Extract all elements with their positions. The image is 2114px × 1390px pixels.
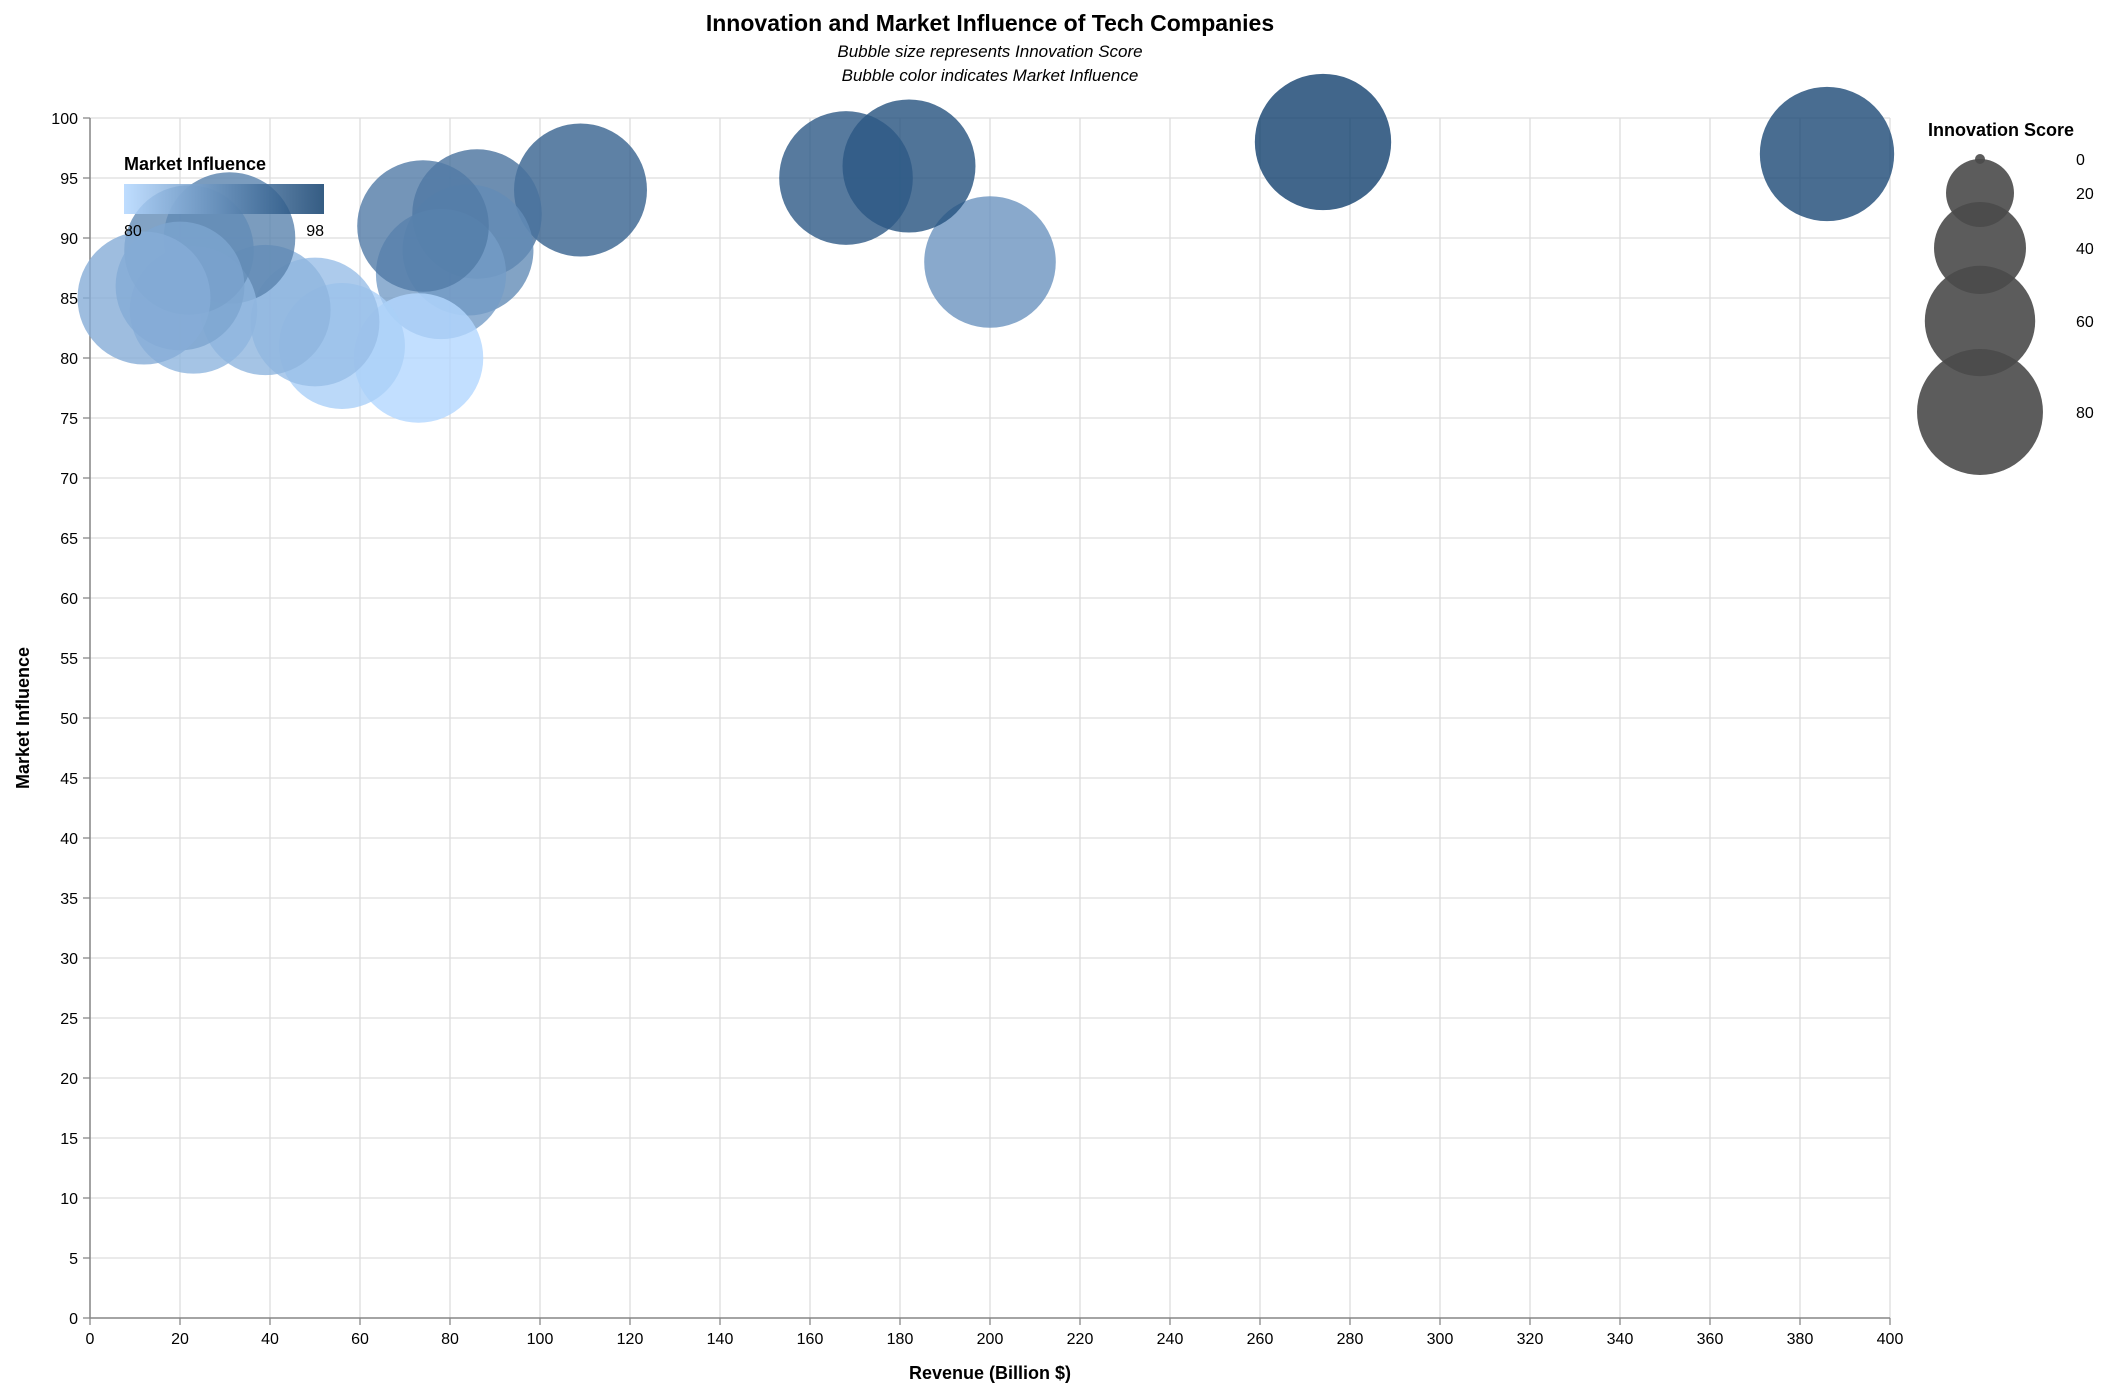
size-legend-label: 0 — [2076, 152, 2085, 169]
y-tick-label: 55 — [60, 651, 78, 668]
y-tick-label: 0 — [69, 1311, 78, 1328]
size-legend-label: 40 — [2076, 241, 2094, 258]
x-tick-label: 40 — [261, 1331, 279, 1348]
color-legend-title: Market Influence — [124, 154, 266, 174]
chart-title: Innovation and Market Influence of Tech … — [706, 10, 1274, 36]
y-tick-label: 50 — [60, 711, 78, 728]
x-tick-label: 240 — [1157, 1331, 1184, 1348]
size-legend-title: Innovation Score — [1928, 120, 2074, 140]
y-tick-label: 10 — [60, 1191, 78, 1208]
bubble — [1254, 73, 1392, 211]
bubble — [779, 111, 913, 245]
y-tick-label: 20 — [60, 1071, 78, 1088]
y-tick-label: 90 — [60, 231, 78, 248]
gridlines — [89, 117, 1891, 1319]
y-tick-label: 40 — [60, 831, 78, 848]
x-axis-ticks: 0 20 40 60 80 100 120 140 160 180 200 220 240 260 280 3… — [86, 1318, 1904, 1348]
x-tick-label: 20 — [171, 1331, 189, 1348]
size-legend-symbol — [1917, 349, 2043, 475]
color-legend: Market Influence 80 98 — [124, 154, 324, 240]
y-tick-label: 80 — [60, 351, 78, 368]
y-axis-title: Market Influence — [13, 647, 33, 789]
x-tick-label: 120 — [617, 1331, 644, 1348]
x-tick-label: 60 — [351, 1331, 369, 1348]
bubble — [357, 160, 489, 292]
x-axis-title: Revenue (Billion $) — [909, 1363, 1071, 1383]
chart-subtitle-color: Bubble color indicates Market Influence — [842, 66, 1139, 85]
y-tick-label: 25 — [60, 1011, 78, 1028]
x-tick-label: 400 — [1877, 1331, 1904, 1348]
size-legend: Innovation Score 0 20 40 60 80 — [1917, 120, 2094, 475]
x-tick-label: 220 — [1067, 1331, 1094, 1348]
y-tick-label: 85 — [60, 291, 78, 308]
x-tick-label: 0 — [86, 1331, 95, 1348]
size-legend-label: 20 — [2076, 186, 2094, 203]
x-tick-label: 180 — [887, 1331, 914, 1348]
x-tick-label: 340 — [1607, 1331, 1634, 1348]
x-tick-label: 300 — [1427, 1331, 1454, 1348]
color-legend-min-label: 80 — [124, 223, 142, 240]
x-tick-label: 320 — [1517, 1331, 1544, 1348]
x-tick-label: 260 — [1247, 1331, 1274, 1348]
y-tick-label: 95 — [60, 171, 78, 188]
y-tick-label: 70 — [60, 471, 78, 488]
bubble — [77, 231, 211, 365]
x-tick-label: 360 — [1697, 1331, 1724, 1348]
y-tick-label: 65 — [60, 531, 78, 548]
y-tick-label: 30 — [60, 951, 78, 968]
x-tick-label: 280 — [1337, 1331, 1364, 1348]
y-tick-label: 75 — [60, 411, 78, 428]
size-legend-label: 80 — [2076, 405, 2094, 422]
x-tick-label: 200 — [977, 1331, 1004, 1348]
bubbles — [77, 73, 1895, 423]
size-legend-label: 60 — [2076, 314, 2094, 331]
size-legend-symbol — [1924, 265, 2036, 377]
y-axis-ticks: 0 5 10 15 20 25 30 35 40 45 50 55 60 65 70 75 80 85 90 95 10… — [51, 111, 90, 1328]
y-tick-label: 100 — [51, 111, 78, 128]
bubble — [1759, 86, 1895, 222]
y-tick-label: 15 — [60, 1131, 78, 1148]
y-tick-label: 5 — [69, 1251, 78, 1268]
bubble — [514, 123, 647, 257]
x-tick-label: 160 — [797, 1331, 824, 1348]
y-tick-label: 60 — [60, 591, 78, 608]
chart-subtitle-size: Bubble size represents Innovation Score — [837, 42, 1142, 61]
y-tick-label: 35 — [60, 891, 78, 908]
y-tick-label: 45 — [60, 771, 78, 788]
x-tick-label: 80 — [441, 1331, 459, 1348]
color-legend-gradient — [124, 184, 324, 214]
x-tick-label: 380 — [1787, 1331, 1814, 1348]
x-tick-label: 100 — [527, 1331, 554, 1348]
color-legend-max-label: 98 — [306, 223, 324, 240]
bubble — [924, 196, 1056, 328]
x-tick-label: 140 — [707, 1331, 734, 1348]
